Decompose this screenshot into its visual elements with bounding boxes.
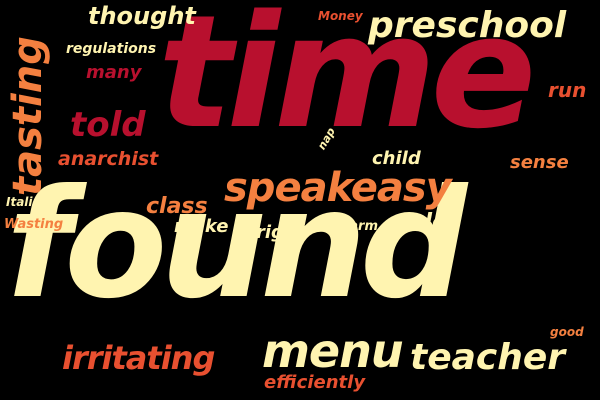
word-speakeasy: speakeasy — [224, 165, 452, 211]
word-money: Money — [318, 9, 363, 23]
word-good: good — [550, 325, 584, 339]
word-run: run — [548, 78, 587, 102]
word-harm: harm — [340, 219, 378, 234]
word-teacher: teacher — [410, 337, 566, 378]
word-preschool: preschool — [368, 5, 567, 46]
word-rigid: rigid — [256, 222, 303, 243]
word-class: class — [146, 194, 208, 219]
word-anarchist: anarchist — [58, 148, 159, 170]
word-italian: Italian — [6, 195, 50, 209]
word-many: many — [86, 62, 142, 83]
word-tasting: tasting — [5, 36, 51, 196]
word-regulations: regulations — [66, 41, 157, 57]
word-wasting: Wasting — [4, 217, 64, 232]
word-sense: sense — [510, 152, 569, 173]
word-found: found — [6, 158, 467, 332]
word-irritating: irritating — [62, 339, 215, 377]
word-menu: menu — [262, 324, 404, 378]
word-make: make — [174, 216, 229, 237]
word-told: told — [70, 105, 146, 145]
word-thought: thought — [88, 2, 196, 30]
word-time: time — [158, 0, 536, 163]
word-efficiently: efficiently — [264, 372, 366, 393]
word-rules: rules — [398, 210, 461, 235]
word-child: child — [372, 148, 421, 169]
